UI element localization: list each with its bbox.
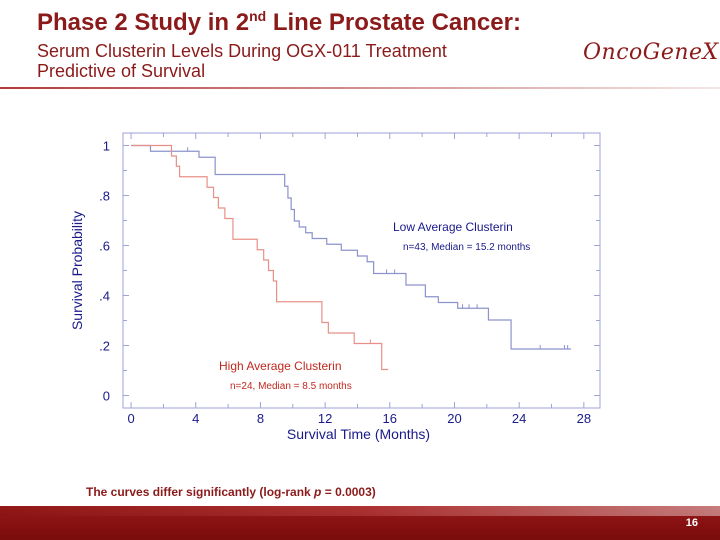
high-series-stats: n=24, Median = 8.5 months: [230, 381, 352, 392]
footnote-p-symbol: p: [314, 485, 322, 499]
logo-wordmark: OncoGeneX: [583, 40, 719, 65]
y-axis-label: Survival Probability: [69, 211, 85, 330]
subtitle-line-1: Serum Clusterin Levels During OGX-011 Tr…: [37, 41, 447, 61]
footnote: The curves differ significantly (log-ran…: [86, 485, 376, 499]
page-number: 16: [685, 517, 698, 529]
subtitle-line-2: Predictive of Survival: [37, 61, 206, 81]
slide-title: Phase 2 Study in 2nd Line Prostate Cance…: [37, 9, 521, 37]
plot-frame: [122, 132, 601, 409]
high-clusterin-survival-curve: [131, 144, 389, 371]
x-tick-label: 16: [383, 411, 397, 426]
y-tick-label: .6: [99, 239, 110, 254]
y-tick-label: .8: [99, 189, 110, 204]
low-series-stats: n=43, Median = 15.2 months: [403, 242, 530, 253]
y-tick-label: 0: [103, 389, 110, 404]
y-tick-label: 1: [103, 139, 110, 154]
slide-title-superscript: nd: [249, 8, 267, 24]
footnote-suffix: = 0.0003): [321, 485, 376, 499]
y-tick-label: .2: [99, 339, 110, 354]
x-tick-label: 12: [318, 411, 332, 426]
low-series-label: Low Average Clusterin: [393, 220, 513, 234]
company-logo: OncoGeneX ™: [583, 40, 720, 74]
x-tick-label: 24: [512, 411, 526, 426]
x-tick-label: 28: [577, 411, 591, 426]
slide-title-part2: Line Prostate Cancer:: [266, 9, 521, 36]
x-tick-label: 8: [257, 411, 264, 426]
high-series-label: High Average Clusterin: [219, 359, 342, 373]
footnote-prefix: The curves differ significantly (log-ran…: [86, 485, 315, 499]
x-axis-label: Survival Time (Months): [287, 426, 430, 442]
slide-subtitle: Serum Clusterin Levels During OGX-011 Tr…: [37, 41, 557, 81]
x-tick-label: 20: [447, 411, 461, 426]
low-clusterin-survival-curve: [131, 144, 571, 350]
x-tick-label: 4: [192, 411, 199, 426]
y-tick-label: .4: [99, 289, 110, 304]
footer-highlight: [0, 506, 720, 516]
slide-title-part1: Phase 2 Study in 2: [37, 9, 250, 36]
title-divider: [0, 87, 720, 89]
x-tick-label: 0: [127, 411, 134, 426]
survival-chart: 0 4 8 12 16 20 24 28 0 .2 .4 .6 .8 1 Survival Time (Mo…: [69, 132, 601, 442]
